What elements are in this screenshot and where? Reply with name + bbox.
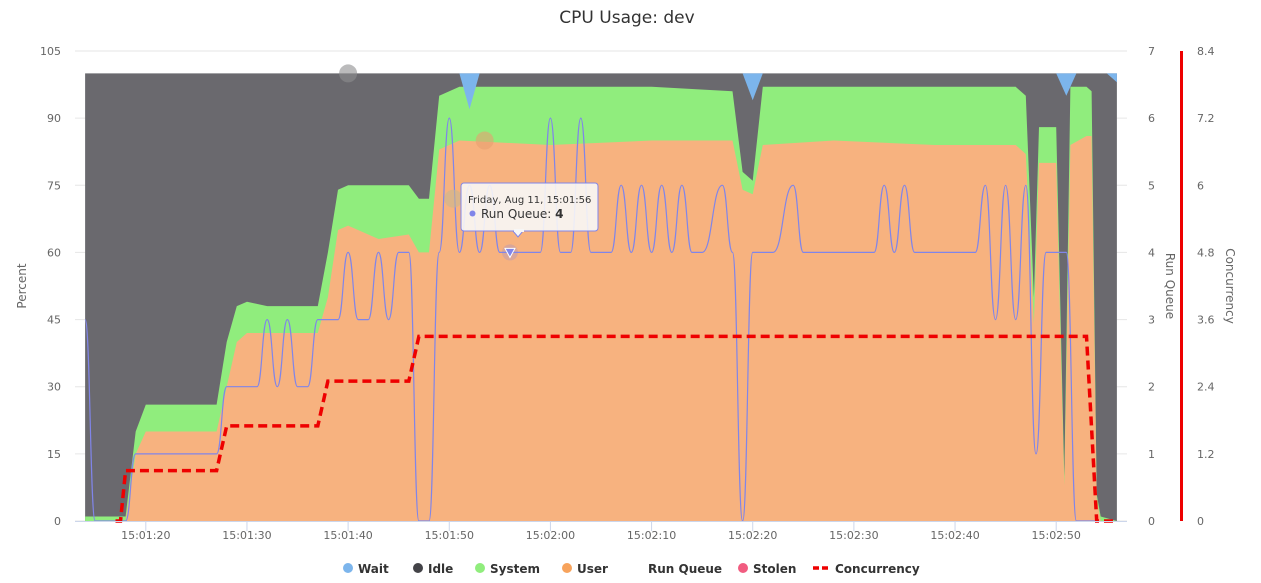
x-tick-label: 15:01:50 <box>425 529 474 542</box>
y-tick-label-left: 15 <box>47 448 61 461</box>
y-tick-label-run-queue: 5 <box>1148 179 1155 192</box>
legend-item: User <box>577 562 608 576</box>
system-point-marker <box>444 189 463 208</box>
legend-item: Concurrency <box>835 562 920 576</box>
y-tick-label-run-queue: 3 <box>1148 314 1155 327</box>
y-tick-label-run-queue: 4 <box>1148 246 1155 259</box>
y-tick-label-left: 30 <box>47 381 61 394</box>
point-markers <box>339 64 518 261</box>
legend-symbol <box>475 563 485 573</box>
x-tick-label: 15:02:30 <box>829 529 878 542</box>
y-tick-label-left: 90 <box>47 112 61 125</box>
legend-item: Wait <box>358 562 389 576</box>
y-tick-label-run-queue: 6 <box>1148 112 1155 125</box>
x-tick-label: 15:01:40 <box>323 529 372 542</box>
y-tick-label-left: 75 <box>47 179 61 192</box>
y-tick-label-concurrency: 6 <box>1197 179 1204 192</box>
y-axis-label-run-queue: Run Queue <box>1163 253 1177 319</box>
x-tick-label: 15:02:40 <box>930 529 979 542</box>
x-tick-label: 15:02:10 <box>627 529 676 542</box>
legend-item: Stolen <box>753 562 796 576</box>
y-tick-label-left: 0 <box>54 515 61 528</box>
x-tick-label: 15:02:50 <box>1031 529 1080 542</box>
legend-item: Idle <box>428 562 453 576</box>
x-tick-label: 15:01:20 <box>121 529 170 542</box>
concurrency-line <box>115 334 1117 523</box>
tooltip-series-text: Run Queue: 4 <box>481 207 563 221</box>
user-point-marker <box>475 131 494 150</box>
tooltip-date: Friday, Aug 11, 15:01:56 <box>468 195 591 206</box>
idle-point-marker <box>339 64 358 83</box>
x-tick-label: 15:01:30 <box>222 529 271 542</box>
tooltip: Friday, Aug 11, 15:01:56 Run Queue: 4 <box>460 182 599 238</box>
y-tick-label-left: 105 <box>40 45 61 58</box>
chart-title: CPU Usage: dev <box>559 8 694 28</box>
line-series <box>84 117 1117 523</box>
tooltip-series-dot <box>469 210 476 217</box>
y-tick-label-left: 60 <box>47 246 61 259</box>
y-tick-label-left: 45 <box>47 314 61 327</box>
legend: Wait Idle System User Run Queue Stolen Concurr… <box>343 562 920 576</box>
legend-symbol <box>413 563 423 573</box>
x-tick-label: 15:02:00 <box>526 529 575 542</box>
y-tick-label-concurrency: 0 <box>1197 515 1204 528</box>
legend-symbol <box>738 563 748 573</box>
legend-item: Run Queue <box>648 562 722 576</box>
legend-item: System <box>490 562 540 576</box>
run-queue-line <box>84 117 1097 522</box>
y-tick-label-concurrency: 7.2 <box>1197 112 1215 125</box>
user-area <box>85 136 1117 521</box>
y-tick-label-concurrency: 1.2 <box>1197 448 1215 461</box>
y-tick-label-concurrency: 2.4 <box>1197 381 1215 394</box>
y-axis-label-percent: Percent <box>15 263 29 308</box>
y-tick-label-run-queue: 0 <box>1148 515 1155 528</box>
y-tick-label-run-queue: 7 <box>1148 45 1155 58</box>
y-tick-label-concurrency: 4.8 <box>1197 246 1215 259</box>
y-tick-label-concurrency: 8.4 <box>1197 45 1215 58</box>
x-tick-label: 15:02:20 <box>728 529 777 542</box>
stacked-areas <box>85 73 1117 522</box>
run-queue-hover-point <box>504 247 516 259</box>
y-tick-label-run-queue: 2 <box>1148 381 1155 394</box>
tooltip-box <box>460 182 599 232</box>
tooltip-series-name: Run Queue: <box>481 207 555 221</box>
legend-symbol <box>343 563 353 573</box>
y-axis-label-concurrency: Concurrency <box>1223 248 1237 324</box>
tooltip-pointer-mask <box>514 229 524 232</box>
y-tick-label-run-queue: 1 <box>1148 448 1155 461</box>
legend-symbol <box>562 563 572 573</box>
tooltip-series-value: 4 <box>555 207 563 221</box>
axes: 0 0 0 15 1 1.2 30 2 2.4 45 3 3.6 60 4 4.8 75 5 6 90 6 7.2 105… <box>40 45 1215 542</box>
y-tick-label-concurrency: 3.6 <box>1197 314 1215 327</box>
